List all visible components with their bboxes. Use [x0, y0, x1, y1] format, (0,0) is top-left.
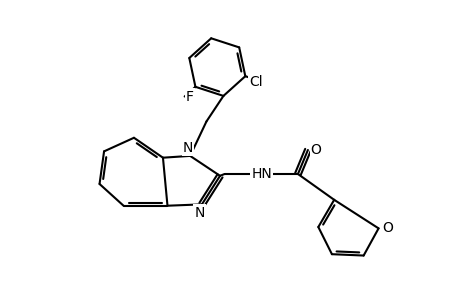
Text: F: F	[186, 89, 194, 103]
Text: N: N	[194, 206, 204, 220]
Text: N: N	[182, 141, 193, 155]
Text: O: O	[381, 221, 392, 236]
Text: O: O	[310, 143, 321, 157]
Text: Cl: Cl	[249, 74, 263, 88]
Text: HN: HN	[251, 167, 271, 181]
